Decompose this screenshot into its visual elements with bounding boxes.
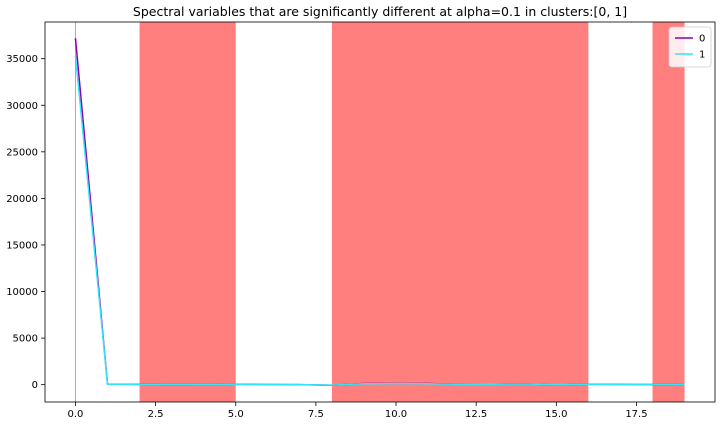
legend: 01: [668, 26, 712, 68]
significant-regions: [139, 22, 685, 402]
y-tick-label: 25000: [6, 147, 38, 158]
series-lines: [74, 38, 685, 386]
significant-region-3: [652, 22, 685, 402]
x-tick-label: 15.0: [545, 409, 567, 420]
x-tick-label: 12.5: [465, 409, 487, 420]
x-tick-label: 17.5: [625, 409, 647, 420]
legend-box: [668, 26, 712, 68]
legend-label-0: 0: [699, 34, 705, 45]
x-tick-label: 0.0: [68, 409, 84, 420]
y-tick-label: 0: [32, 380, 38, 391]
y-tick-label: 15000: [6, 240, 38, 251]
x-axis-ticks: 0.0 2.5 5.0 7.5 10.0 12.5 15.0 17.5: [68, 402, 648, 420]
x-tick-label: 2.5: [148, 409, 164, 420]
y-tick-label: 20000: [6, 194, 38, 205]
axes: [44, 21, 716, 403]
y-tick-label: 10000: [6, 287, 38, 298]
legend-label-1: 1: [699, 50, 705, 61]
significant-region-2: [331, 22, 589, 402]
y-tick-label: 35000: [6, 54, 38, 65]
x-tick-label: 7.5: [308, 409, 324, 420]
x-tick-label: 10.0: [385, 409, 407, 420]
significant-region-1: [139, 22, 236, 402]
plot-frame: [44, 21, 716, 403]
y-axis-ticks: 0 5000 10000 15000 20000 25000 30000 35000: [6, 54, 45, 391]
y-tick-label: 30000: [6, 101, 38, 112]
chart-title: Spectral variables that are significantl…: [133, 4, 627, 19]
series-line-1: [74, 55, 685, 386]
y-tick-label: 5000: [13, 334, 38, 345]
x-tick-label: 5.0: [228, 409, 244, 420]
